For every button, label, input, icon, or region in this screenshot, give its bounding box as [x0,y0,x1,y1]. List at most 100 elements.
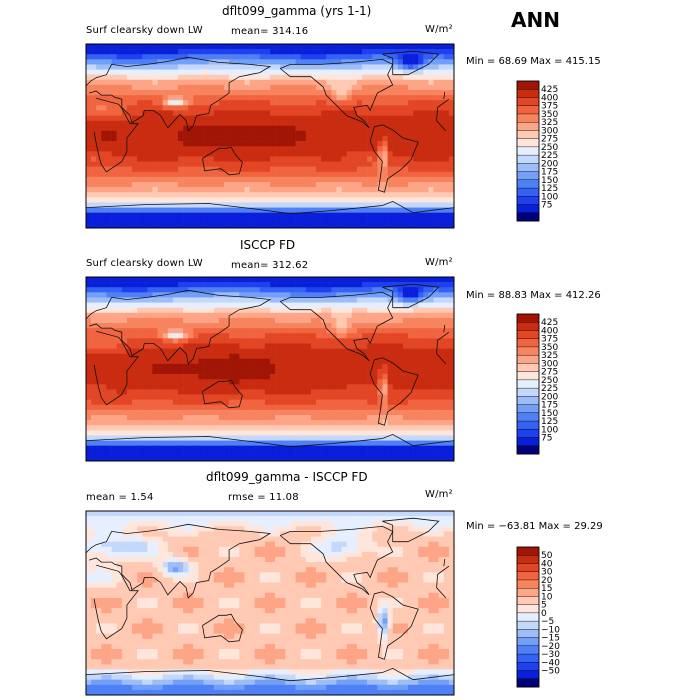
map-cell [121,379,128,385]
map-cell [208,125,215,132]
map-cell [101,176,107,183]
map-cell [310,187,317,193]
map-cell [152,287,158,293]
map-cell [351,54,358,60]
map-cell [295,105,301,111]
map-cell [213,54,220,60]
map-cell [305,404,312,411]
map-cell [331,363,337,370]
map-cell [218,100,225,106]
map-cell [433,171,439,178]
map-cell [392,141,399,147]
map-cell [428,161,434,167]
map-cell [152,420,158,426]
map-cell [382,358,388,365]
map-cell [162,297,169,303]
map-cell [106,74,112,81]
map-cell [239,115,245,121]
map-cell [300,141,307,147]
map-cell [254,110,261,116]
map-cell [438,161,445,167]
map-cell [208,171,215,178]
map-cell [362,171,368,178]
map-cell [367,212,373,219]
map-cell [351,363,358,370]
map-cell [377,192,383,198]
map-cell [418,156,424,162]
map-cell [280,146,286,152]
map-cell [367,54,373,60]
map-cell [193,409,199,416]
map-cell [193,84,199,91]
map-cell [183,369,189,375]
map-cell [86,171,92,178]
map-cell [264,287,271,293]
map-cell [239,287,245,293]
map-cell [121,353,128,360]
map-cell [239,409,245,416]
map-cell [408,348,414,354]
map-cell [387,79,393,86]
map-cell [346,59,353,65]
map-cell [305,90,312,96]
map-cell [321,176,327,183]
map-cell [408,328,414,334]
map-cell [423,333,429,339]
map-cell [418,358,424,365]
map-cell [106,404,112,411]
map-cell [254,95,261,101]
map-cell [295,374,301,380]
map-cell [275,338,281,344]
map-cell [172,292,179,298]
map-cell [96,312,102,319]
map-cell [341,100,347,106]
map-cell [285,338,291,344]
map-cell [86,404,92,411]
map-cell [321,430,327,436]
map-cell [448,404,454,411]
map-cell [285,120,291,127]
map-cell [331,282,337,288]
map-cell [224,49,230,55]
map-cell [316,84,322,91]
map-cell [275,435,281,441]
map-cell [418,317,424,324]
map-cell [351,182,358,188]
map-cell [249,120,255,127]
map-cell [249,379,255,385]
map-cell [413,166,419,173]
map-cell [270,217,276,224]
map-cell [367,363,373,370]
map-cell [326,389,332,395]
map-cell [106,399,112,406]
map-cell [218,69,225,75]
map-cell [423,125,429,132]
map-cell [367,292,373,298]
map-cell [167,277,174,283]
coastline [436,120,447,132]
map-cell [321,353,327,360]
map-cell [91,420,97,426]
map-cell [285,333,291,339]
map-cell [264,105,271,111]
map-cell [290,292,296,298]
map-cell [397,358,404,365]
map-cell [382,384,388,390]
map-cell [387,207,393,213]
map-cell [372,287,378,293]
map-cell [392,171,399,178]
map-cell [193,49,199,55]
map-cell [132,182,138,188]
map-cell [193,64,199,70]
map-cell [408,363,414,370]
map-cell [157,217,163,224]
map-cell [362,409,368,416]
map-cell [132,430,138,436]
map-cell [178,54,184,60]
map-cell [423,323,429,329]
map-cell [275,217,281,224]
map-cell [254,292,261,298]
map-cell [377,343,383,349]
map-cell [392,394,399,400]
map-cell [433,69,439,75]
